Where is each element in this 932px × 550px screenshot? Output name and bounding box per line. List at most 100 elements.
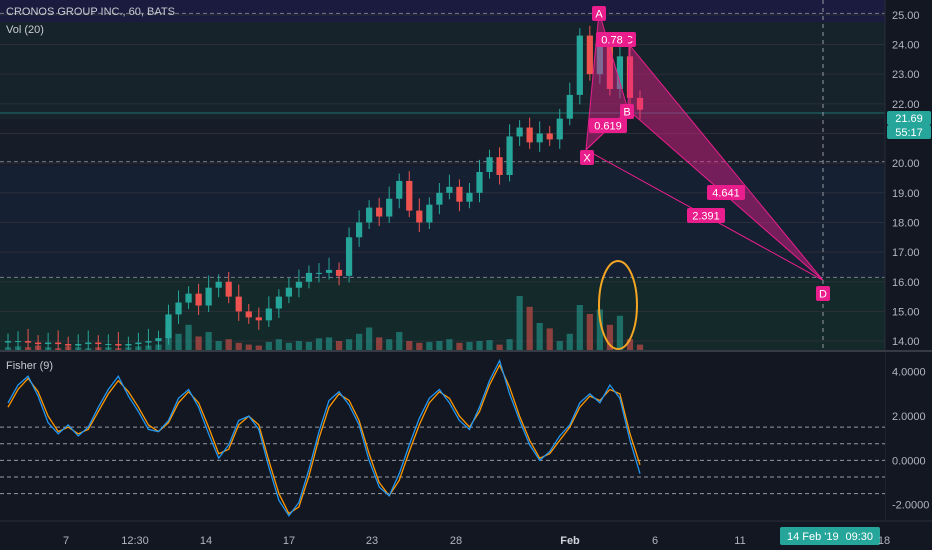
volume-bar	[516, 296, 523, 350]
ratio-label-cd[interactable]: 4.641	[707, 185, 745, 200]
candle-body	[416, 210, 423, 223]
ratio-label-bc[interactable]: 0.78	[596, 32, 628, 47]
candle-body	[95, 342, 102, 345]
volume-bar	[456, 342, 463, 350]
price-tick-label: 18.00	[892, 217, 920, 229]
point-label-x[interactable]: X	[580, 150, 594, 165]
candle-body	[34, 342, 42, 345]
candle-body	[215, 281, 222, 288]
volume-bar	[245, 344, 252, 350]
volume-bar	[426, 341, 433, 350]
volume-bar	[436, 341, 443, 350]
candle-body	[265, 308, 272, 321]
volume-bar	[606, 324, 614, 350]
candle-body	[466, 192, 473, 202]
price-tick-label: 19.00	[892, 188, 920, 200]
candle-body	[476, 172, 483, 193]
candle-body	[24, 341, 32, 343]
candle-body	[536, 133, 543, 143]
candle-body	[356, 222, 363, 238]
price-grid	[0, 12, 885, 342]
candle-body	[406, 180, 413, 211]
volume-bar	[416, 342, 423, 350]
volume-bar	[486, 340, 493, 350]
zone-mid-green	[0, 22, 885, 119]
price-tick-label: 17.00	[892, 247, 920, 259]
candle-body	[275, 296, 282, 309]
fisher-legend[interactable]: Fisher (9)	[6, 360, 53, 372]
volume-bar	[446, 339, 453, 350]
candle-body	[506, 136, 513, 175]
volume-bar	[356, 333, 363, 350]
volume-bar	[305, 341, 313, 350]
fisher-tick-label: 4.0000	[892, 367, 926, 379]
price-candles	[4, 25, 644, 356]
candle-body	[596, 44, 603, 75]
candle-body	[255, 317, 262, 321]
candle-body	[65, 344, 72, 346]
ratio-label-xd[interactable]: 2.391	[687, 208, 725, 223]
candle-body	[606, 44, 614, 89]
volume-bar	[496, 344, 503, 350]
candle-body	[135, 342, 142, 345]
candle-body	[586, 35, 593, 75]
volume-bar	[285, 342, 292, 350]
point-label-a[interactable]: A	[592, 6, 606, 21]
time-axis-panel	[0, 521, 932, 550]
point-label-b-text: B	[623, 107, 630, 119]
volume-legend[interactable]: Vol (20)	[6, 24, 44, 36]
volume-bar	[396, 332, 403, 350]
crosshair-time-badge: 14 Feb '19 09:30	[780, 527, 880, 545]
candle-body	[546, 133, 553, 140]
candle-body	[446, 186, 453, 193]
volume-bar	[205, 332, 212, 350]
candle-body	[105, 344, 112, 346]
volume-bar	[546, 328, 553, 350]
time-label-18: 18	[878, 535, 890, 547]
volume-bar	[255, 345, 262, 350]
candle-body	[195, 293, 202, 306]
ratio-label-bc-text: 0.78	[601, 35, 622, 47]
candle-body	[576, 35, 583, 95]
fisher-tick-label: -2.0000	[892, 500, 929, 512]
candle-body	[526, 127, 533, 143]
price-tick-label: 23.00	[892, 69, 920, 81]
candle-body	[115, 344, 122, 346]
candle-body	[516, 127, 523, 137]
ratio-label-xb[interactable]: 0.619	[589, 118, 627, 133]
candle-body	[376, 207, 383, 217]
time-label-feb: Feb	[560, 535, 580, 547]
candle-body	[55, 342, 62, 345]
crosshair-time-text: 09:30	[845, 531, 873, 543]
candle-body	[305, 272, 313, 282]
price-tick-label: 24.00	[892, 39, 920, 51]
volume-bar	[175, 333, 182, 350]
volume-bar	[275, 339, 282, 350]
volume-bar	[636, 344, 644, 350]
candle-body	[245, 311, 252, 318]
last-price-badge: 21.69	[887, 111, 931, 125]
point-label-b[interactable]: B	[620, 104, 634, 119]
candle-body	[125, 344, 132, 346]
volume-bar	[616, 315, 624, 350]
candle-body	[626, 56, 634, 98]
volume-bar	[376, 337, 383, 350]
volume-highlight-ellipse[interactable]	[598, 260, 638, 350]
candle-body	[165, 314, 172, 339]
zone-mid-grey	[0, 119, 885, 166]
candle-body	[155, 338, 162, 342]
price-tick-label: 16.00	[892, 277, 920, 289]
volume-bar	[366, 327, 373, 350]
candle-body	[75, 344, 82, 346]
volume-bar	[265, 341, 272, 350]
zone-bottom-green	[0, 278, 885, 350]
fisher-level-lines	[0, 426, 885, 495]
candle-body	[225, 281, 232, 297]
volume-bar	[586, 314, 593, 350]
candle-body	[486, 157, 493, 173]
candle-body	[185, 293, 192, 303]
volume-bar	[566, 333, 573, 350]
symbol-title[interactable]: CRONOS GROUP INC., 60, BATS	[6, 6, 175, 18]
point-label-d[interactable]: D	[816, 286, 830, 301]
